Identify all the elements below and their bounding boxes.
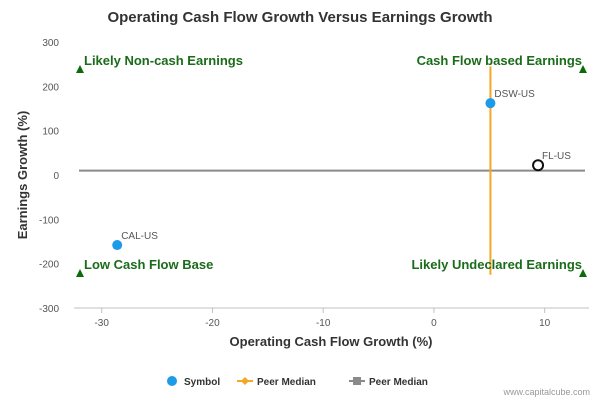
y-tick-label: 0: [53, 171, 59, 182]
y-tick-label: 300: [42, 38, 59, 49]
x-tick-label: 10: [539, 318, 551, 329]
legend-label: Peer Median: [369, 377, 428, 388]
y-tick-label: 100: [42, 127, 59, 138]
legend-square-marker: [353, 377, 361, 385]
x-tick-label: -20: [205, 318, 220, 329]
quadrant-label-bottom-left: Low Cash Flow Base: [84, 257, 213, 272]
data-point-dsw-us: [485, 98, 496, 109]
quadrant-markers: [76, 65, 587, 277]
data-points: [112, 98, 545, 251]
data-point-fl-us: [532, 159, 545, 172]
data-point-cal-us: [112, 240, 123, 251]
legend-label: Peer Median: [257, 377, 316, 388]
x-tick-label: -10: [316, 318, 331, 329]
y-tick-label: -100: [39, 215, 59, 226]
legend-label: Symbol: [184, 377, 220, 388]
quadrant-labels: Likely Non-cash Earnings Cash Flow based …: [84, 53, 582, 272]
legend-symbol-dot: [167, 376, 177, 386]
y-axis-ticks: 300 200 100 0 -100 -200 -300: [39, 38, 59, 315]
legend-diamond-marker: [241, 377, 249, 385]
quadrant-marker-triangle: [579, 65, 587, 73]
y-tick-label: -200: [39, 260, 59, 271]
x-tick-label: -30: [94, 318, 109, 329]
quadrant-marker-triangle: [76, 65, 84, 73]
x-tick-label: 0: [431, 318, 437, 329]
quadrant-label-top-right: Cash Flow based Earnings: [417, 53, 582, 68]
quadrant-marker-triangle: [76, 269, 84, 277]
y-axis-label: Earnings Growth (%): [15, 111, 30, 240]
y-tick-label: 200: [42, 82, 59, 93]
quadrant-label-top-left: Likely Non-cash Earnings: [84, 53, 243, 68]
x-axis-ticks: -30 -20 -10 0 10: [94, 308, 551, 329]
credit-text: www.capitalcube.com: [502, 387, 590, 397]
legend: Symbol Peer Median Peer Median: [167, 376, 428, 388]
chart-title: Operating Cash Flow Growth Versus Earnin…: [107, 9, 492, 26]
x-axis-label: Operating Cash Flow Growth (%): [230, 334, 433, 349]
data-point-label: FL-US: [542, 151, 571, 162]
data-point-label: DSW-US: [494, 89, 535, 100]
quadrant-label-bottom-right: Likely Undeclared Earnings: [411, 257, 582, 272]
quadrant-marker-triangle: [579, 269, 587, 277]
data-point-label: CAL-US: [121, 231, 158, 242]
data-point-labels: DSW-US FL-US CAL-US: [121, 89, 571, 242]
y-tick-label: -300: [39, 304, 59, 315]
